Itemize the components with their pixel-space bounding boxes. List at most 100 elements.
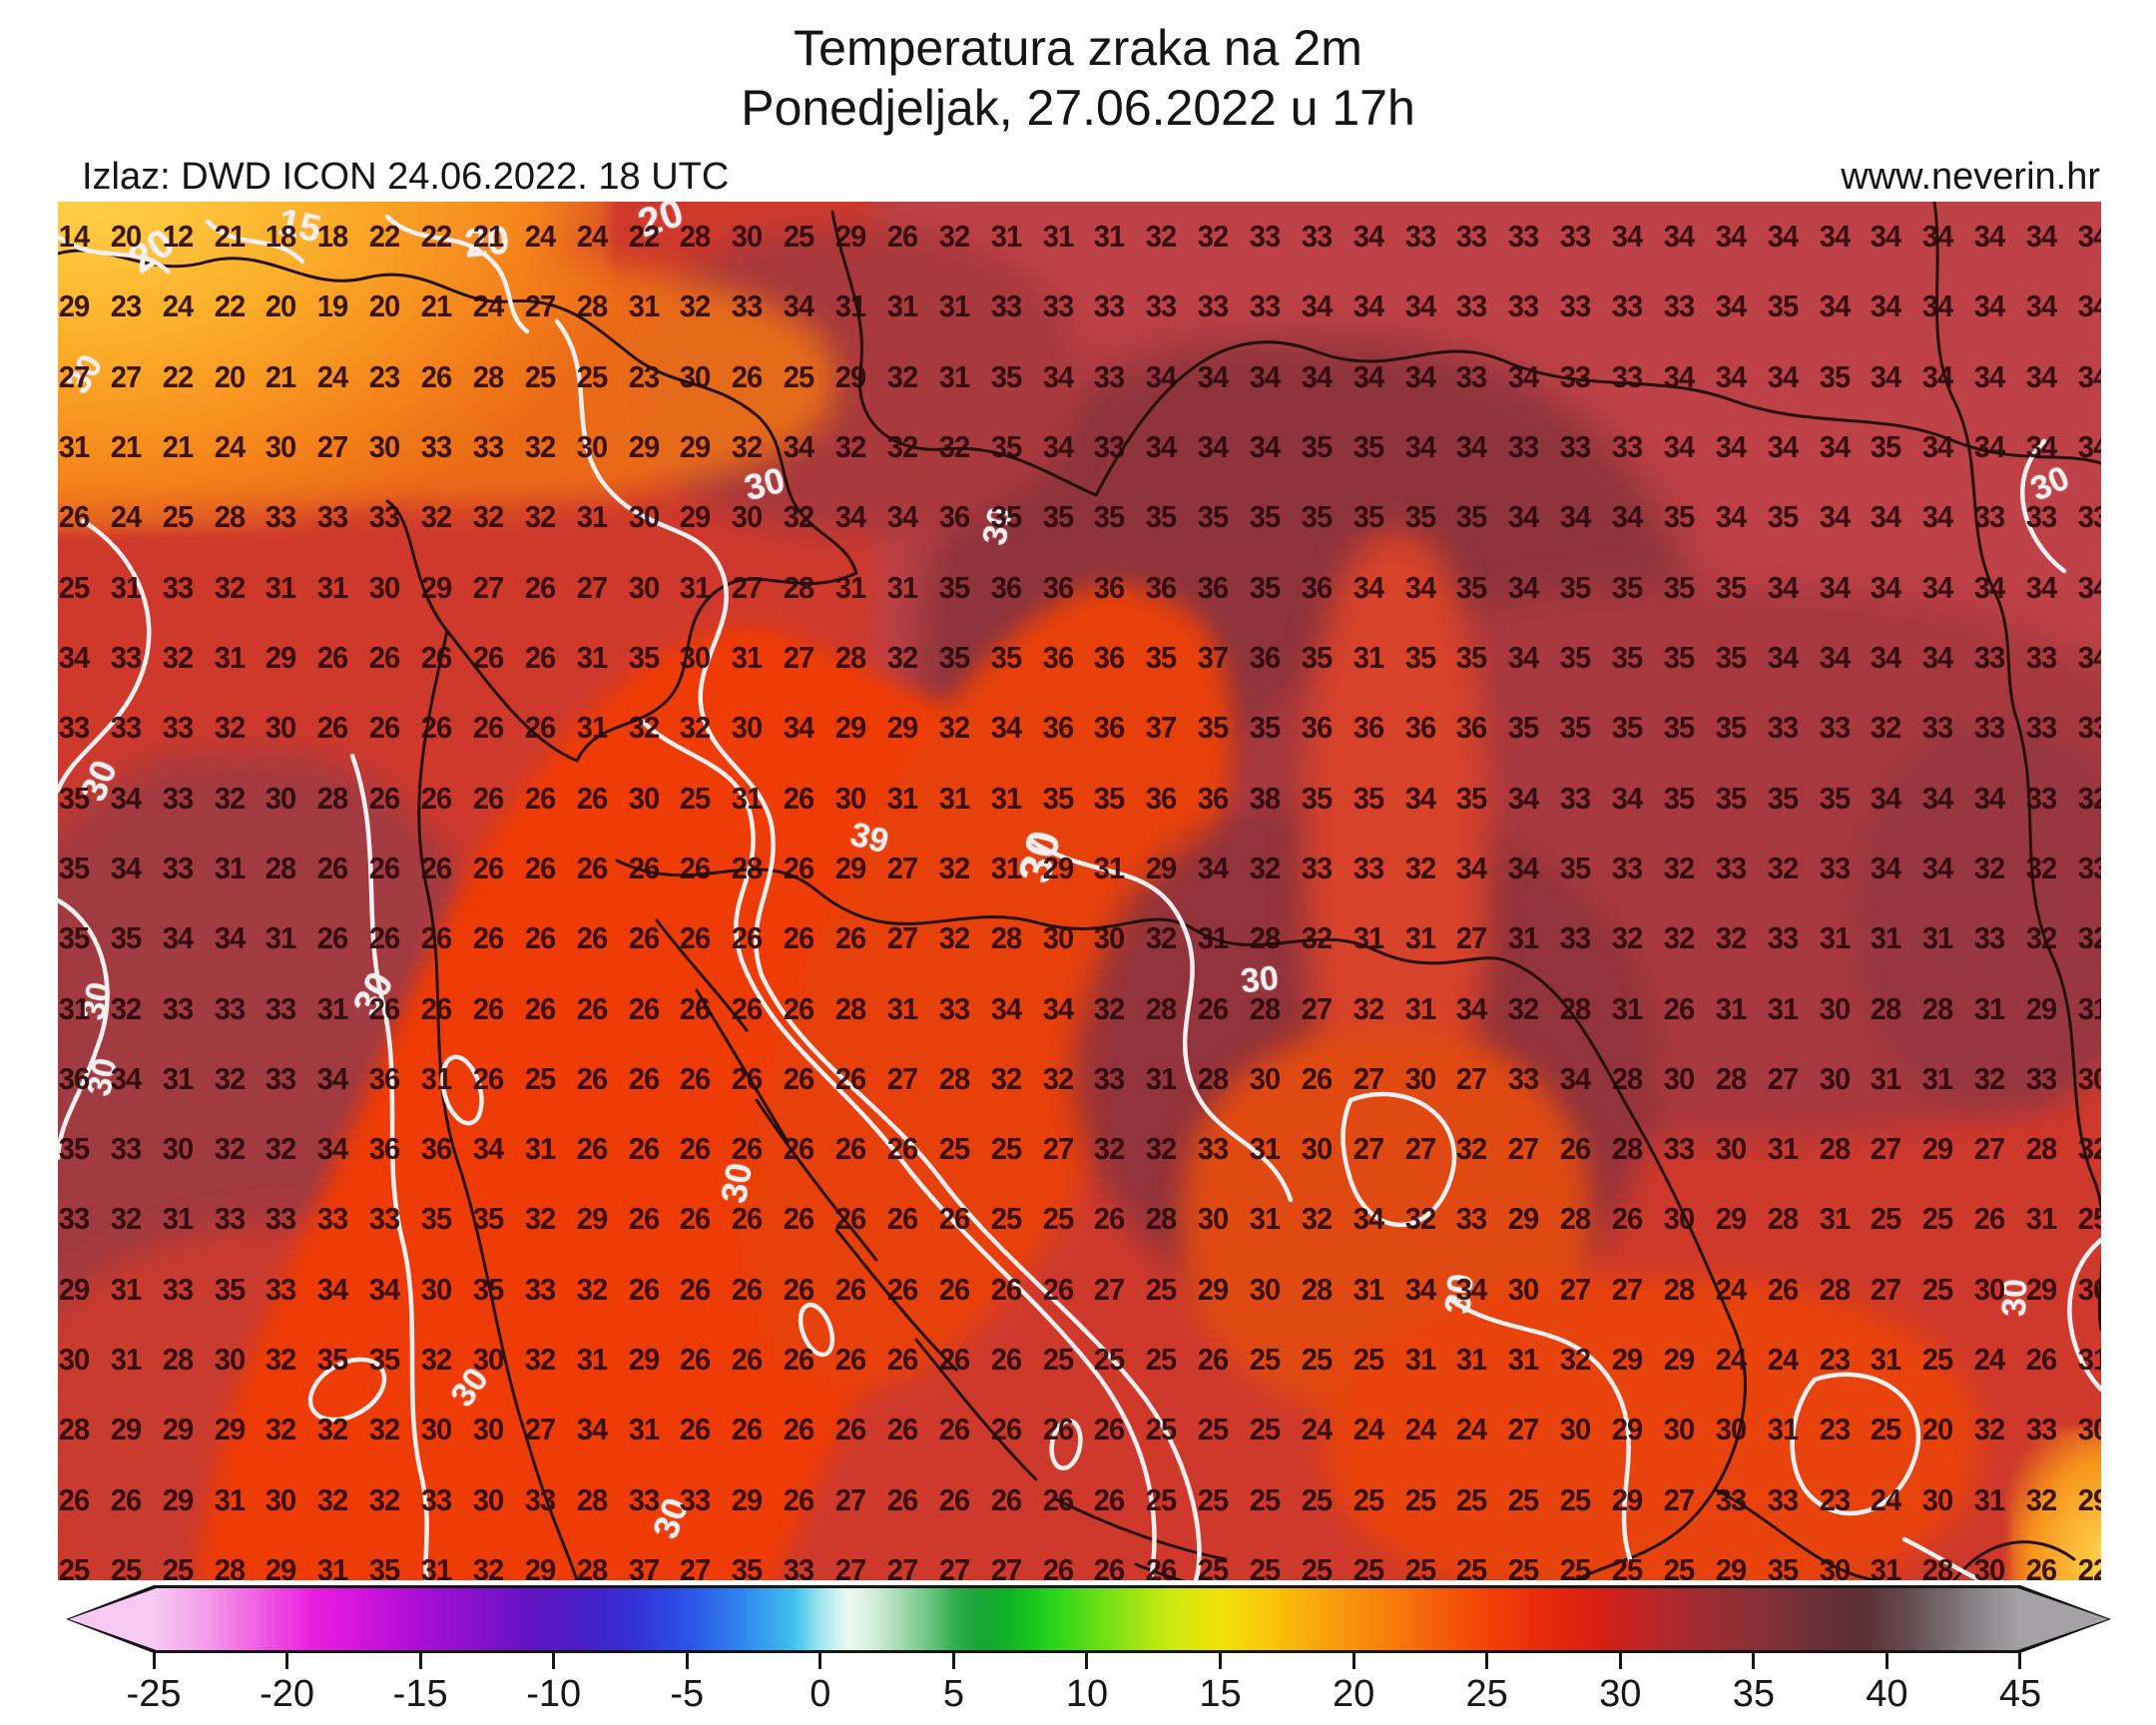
- grid-temperature-value: 26: [420, 710, 452, 746]
- grid-temperature-value: 25: [1352, 1481, 1384, 1517]
- grid-temperature-value: 30: [628, 569, 659, 605]
- grid-temperature-value: 34: [162, 920, 194, 956]
- grid-temperature-value: 32: [162, 639, 194, 675]
- grid-temperature-value: 26: [576, 1060, 607, 1096]
- grid-temperature-value: 34: [1404, 569, 1435, 605]
- isotherm-se-loops: [1790, 1372, 1987, 1580]
- grid-temperature-value: 32: [420, 499, 452, 535]
- grid-temperature-value: 32: [1973, 1412, 2005, 1447]
- grid-temperature-value: 24: [317, 358, 348, 394]
- grid-temperature-value: 21: [214, 219, 245, 254]
- grid-temperature-value: 33: [266, 1271, 296, 1307]
- grid-temperature-value: 31: [990, 850, 1021, 885]
- grid-temperature-value: 35: [1197, 499, 1229, 535]
- grid-temperature-value: 34: [2077, 428, 2101, 464]
- colorbar-tick-label: 30: [1599, 1673, 1642, 1715]
- grid-temperature-value: 26: [1145, 1552, 1177, 1580]
- grid-temperature-value: 30: [266, 1481, 296, 1517]
- grid-temperature-value: 24: [162, 288, 194, 324]
- grid-temperature-value: 22: [214, 288, 245, 324]
- grid-temperature-value: 14: [58, 219, 90, 254]
- grid-temperature-value: 28: [938, 1060, 970, 1096]
- grid-temperature-value: 26: [1094, 1201, 1125, 1237]
- grid-temperature-value: 30: [472, 1481, 504, 1517]
- grid-temperature-value: 26: [783, 1060, 814, 1096]
- grid-temperature-value: 26: [834, 1131, 866, 1167]
- grid-temperature-value: 28: [1611, 1131, 1643, 1167]
- grid-temperature-value: 35: [472, 1201, 504, 1237]
- grid-temperature-value: 30: [2077, 1412, 2101, 1447]
- grid-temperature-value: 26: [783, 1201, 814, 1237]
- grid-temperature-value: 35: [1301, 780, 1333, 816]
- grid-temperature-value: 32: [2077, 1131, 2101, 1167]
- grid-temperature-value: 29: [1508, 1201, 1539, 1237]
- grid-temperature-value: 34: [1508, 499, 1539, 535]
- grid-temperature-value: 26: [472, 850, 504, 885]
- grid-temperature-value: 35: [1301, 499, 1333, 535]
- grid-temperature-value: 32: [2077, 920, 2101, 956]
- grid-temperature-value: 22: [420, 219, 452, 254]
- grid-temperature-value: 28: [317, 780, 348, 816]
- grid-temperature-value: 26: [680, 920, 711, 956]
- grid-temperature-value: 34: [1922, 428, 1953, 464]
- grid-temperature-value: 35: [1404, 499, 1435, 535]
- grid-temperature-value: 33: [266, 1201, 296, 1237]
- grid-temperature-value: 26: [576, 920, 607, 956]
- grid-temperature-value: 33: [162, 850, 194, 885]
- grid-temperature-value: 31: [1922, 1060, 1953, 1096]
- grid-temperature-value: 28: [576, 288, 607, 324]
- grid-temperature-value: 26: [472, 920, 504, 956]
- grid-temperature-value: 28: [834, 639, 866, 675]
- grid-temperature-value: 33: [1508, 219, 1539, 254]
- grid-temperature-value: 35: [1663, 569, 1695, 605]
- grid-temperature-value: 33: [2025, 710, 2057, 746]
- grid-temperature-value: 35: [1456, 639, 1487, 675]
- colorbar-tick: [418, 1653, 422, 1669]
- page-title: Temperatura zraka na 2m Ponedjeljak, 27.…: [0, 18, 2156, 138]
- grid-temperature-value: 34: [110, 850, 142, 885]
- grid-temperature-value: 33: [368, 1201, 400, 1237]
- grid-temperature-value: 33: [1508, 1060, 1539, 1096]
- grid-temperature-value: 26: [783, 780, 814, 816]
- grid-temperature-value: 34: [1715, 499, 1747, 535]
- grid-temperature-value: 31: [1404, 920, 1435, 956]
- grid-temperature-value: 25: [783, 358, 814, 394]
- grid-temperature-value: 32: [1094, 1131, 1125, 1167]
- grid-temperature-value: 30: [2077, 1271, 2101, 1307]
- grid-temperature-value: 34: [1767, 428, 1798, 464]
- grid-temperature-value: 27: [1404, 1131, 1435, 1167]
- colorbar-tick-label: 20: [1332, 1673, 1375, 1715]
- grid-temperature-value: 34: [110, 780, 142, 816]
- grid-temperature-value: 33: [1456, 219, 1487, 254]
- grid-temperature-value: 33: [266, 1060, 296, 1096]
- grid-temperature-value: 26: [524, 639, 556, 675]
- colorbar-tick-label: 40: [1866, 1673, 1908, 1715]
- grid-temperature-value: 24: [1456, 1412, 1487, 1447]
- grid-temperature-value: 34: [1456, 1271, 1487, 1307]
- grid-temperature-value: 25: [783, 219, 814, 254]
- grid-temperature-value: 33: [2025, 499, 2057, 535]
- grid-temperature-value: 26: [1197, 990, 1229, 1026]
- grid-temperature-value: 34: [1819, 639, 1850, 675]
- grid-temperature-value: 26: [368, 639, 400, 675]
- grid-temperature-value: 30: [1715, 1412, 1747, 1447]
- grid-temperature-value: 29: [628, 1342, 659, 1378]
- colorbar-tick: [1485, 1653, 1489, 1669]
- grid-temperature-value: 33: [1197, 288, 1229, 324]
- grid-temperature-value: 35: [990, 499, 1021, 535]
- grid-temperature-value: 26: [886, 1131, 918, 1167]
- grid-temperature-value: 32: [938, 920, 970, 956]
- grid-temperature-value: 32: [214, 1060, 245, 1096]
- grid-temperature-value: 36: [1301, 569, 1333, 605]
- grid-temperature-value: 34: [1871, 639, 1901, 675]
- grid-temperature-value: 34: [1404, 1271, 1435, 1307]
- grid-temperature-value: 34: [886, 499, 918, 535]
- grid-temperature-value: 35: [1456, 499, 1487, 535]
- grid-temperature-value: 35: [990, 639, 1021, 675]
- grid-temperature-value: 33: [58, 710, 90, 746]
- grid-temperature-value: 32: [1042, 1060, 1073, 1096]
- grid-temperature-value: 34: [1145, 428, 1177, 464]
- grid-temperature-value: 27: [1559, 1271, 1591, 1307]
- colorbar-tick-label: 5: [942, 1673, 964, 1715]
- grid-temperature-value: 26: [317, 710, 348, 746]
